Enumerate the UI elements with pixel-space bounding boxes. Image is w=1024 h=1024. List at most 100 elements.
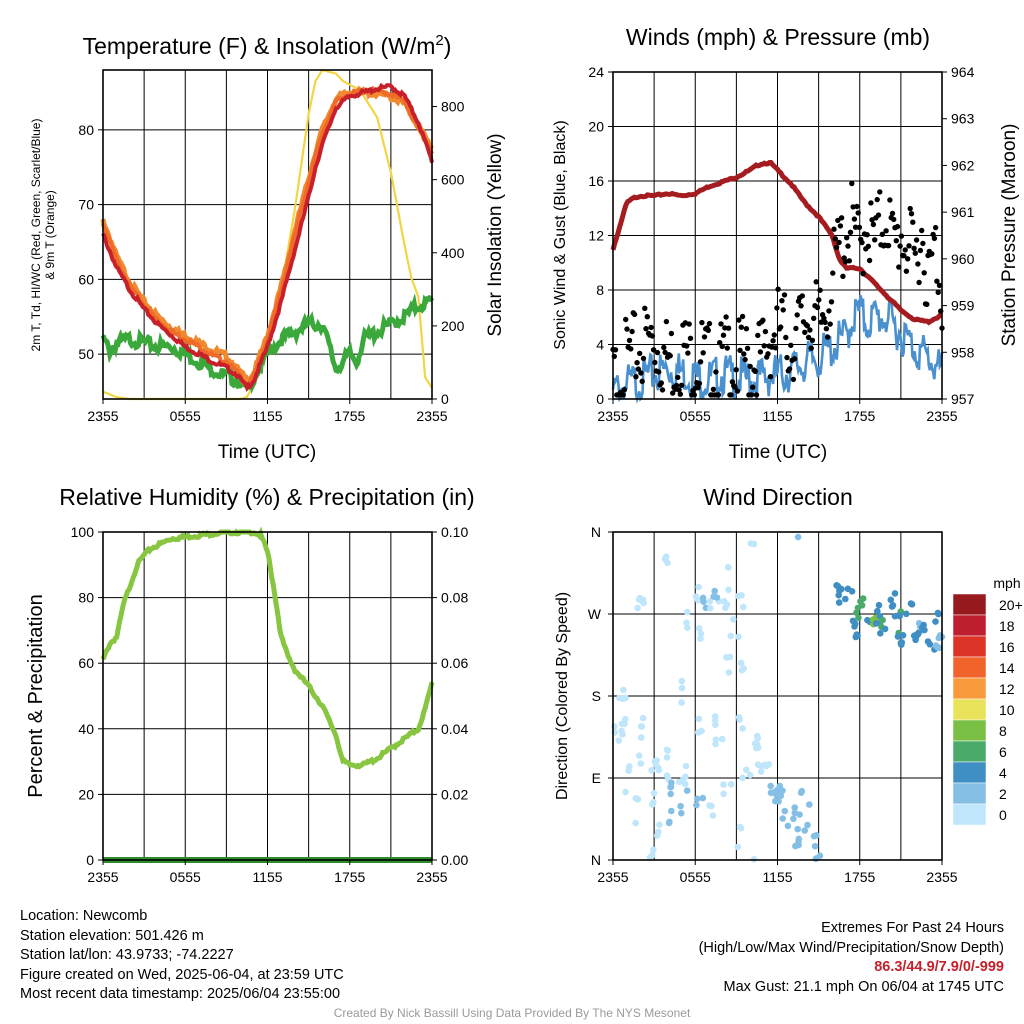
direction-point	[700, 598, 707, 605]
direction-point	[649, 801, 656, 808]
gust-point	[855, 210, 861, 216]
chart-title: Relative Humidity (%) & Precipitation (i…	[59, 484, 474, 510]
legend-label: 20+	[999, 597, 1023, 613]
latlon-text: Station lat/lon: 43.9733; -74.2227	[20, 947, 234, 964]
y-tick-label: 40	[78, 721, 94, 737]
gust-point	[719, 343, 725, 350]
y2-tick-label: 400	[441, 245, 465, 261]
gust-point	[911, 245, 917, 251]
gust-point	[652, 359, 658, 366]
direction-point	[784, 822, 792, 830]
direction-point	[753, 741, 761, 748]
gust-point	[767, 374, 774, 380]
legend-swatch	[952, 782, 987, 805]
y2-tick-label: 962	[951, 157, 975, 173]
gust-point	[781, 292, 788, 298]
direction-point	[622, 788, 629, 796]
direction-point	[695, 583, 702, 591]
y-axis-label: Direction (Colored By Speed)	[554, 592, 571, 800]
gust-point	[897, 243, 903, 249]
direction-point	[874, 607, 881, 615]
direction-point	[896, 612, 903, 620]
direction-point	[650, 790, 658, 797]
direction-point	[712, 717, 719, 724]
gust-point	[642, 305, 648, 311]
x-tick-label: 2355	[416, 869, 447, 885]
gust-point	[907, 205, 913, 212]
gust-point	[906, 243, 912, 249]
direction-point	[653, 832, 661, 839]
y-axis-label: Sonic Wind & Gust (Blue, Black)	[552, 120, 569, 349]
gust-point	[852, 224, 859, 230]
y-tick-label: 24	[588, 64, 604, 80]
rh-line	[100, 526, 435, 770]
gust-point	[638, 370, 644, 376]
direction-point	[754, 734, 761, 742]
gust-point	[725, 325, 732, 331]
direction-point	[739, 774, 746, 782]
gust-point	[808, 345, 814, 351]
gust-point	[866, 257, 873, 264]
gust-point	[901, 253, 907, 259]
gust-point	[915, 261, 921, 267]
gust-point	[846, 258, 852, 264]
t2m-line	[101, 82, 434, 392]
gust-point	[830, 270, 836, 276]
direction-point	[719, 735, 726, 743]
direction-point	[698, 727, 705, 735]
legend-label: 16	[999, 639, 1015, 655]
direction-point	[638, 734, 645, 741]
gust-point	[624, 326, 630, 332]
legend-label: 6	[999, 744, 1007, 760]
gust-point	[845, 243, 851, 249]
y2-tick-label: 958	[951, 344, 975, 360]
gust-point	[779, 298, 785, 304]
gust-point	[932, 224, 939, 231]
gust-point	[791, 356, 798, 362]
direction-point	[740, 603, 747, 611]
direction-point	[621, 720, 628, 728]
direction-point	[713, 594, 721, 601]
gust-point	[802, 329, 808, 335]
direction-point	[835, 599, 843, 606]
gust-point	[644, 314, 650, 320]
direction-point	[857, 598, 864, 605]
direction-point	[875, 601, 883, 609]
gust-point	[916, 279, 922, 286]
chart-title: Wind Direction	[703, 484, 853, 510]
gust-point	[699, 319, 705, 326]
direction-point	[806, 801, 813, 808]
gust-point	[718, 321, 724, 327]
direction-point	[853, 631, 860, 638]
legend-label: 0	[999, 807, 1007, 823]
y-tick-label: 4	[596, 337, 604, 353]
title-close: )	[444, 33, 452, 59]
direction-point	[919, 624, 926, 631]
y2-tick-label: 963	[951, 111, 975, 127]
x-tick-label: 2355	[87, 408, 118, 424]
direction-point	[699, 794, 707, 802]
x-tick-label: 2355	[926, 869, 957, 885]
direction-point	[684, 624, 691, 631]
direction-point	[891, 590, 899, 597]
gust-point	[635, 366, 642, 372]
direction-point	[682, 762, 690, 770]
gust-point	[670, 390, 676, 396]
direction-point	[677, 802, 684, 810]
y-tick-label: W	[588, 606, 602, 622]
y-tick-label: 50	[78, 346, 94, 362]
gust-point	[865, 243, 871, 249]
legend-title: mph	[993, 575, 1020, 591]
y-tick-label: 20	[588, 119, 604, 135]
gust-point	[639, 378, 645, 384]
gust-point	[752, 368, 758, 374]
gust-point	[631, 311, 638, 318]
direction-point	[708, 802, 715, 810]
gust-point	[924, 301, 930, 307]
direction-point	[737, 824, 745, 832]
max-gust-text: Max Gust: 21.1 mph On 06/04 at 1745 UTC	[723, 978, 1004, 995]
direction-point	[746, 771, 754, 779]
y-tick-label: 80	[78, 590, 94, 606]
gust-point	[809, 337, 816, 343]
dewpoint-line	[100, 293, 435, 395]
